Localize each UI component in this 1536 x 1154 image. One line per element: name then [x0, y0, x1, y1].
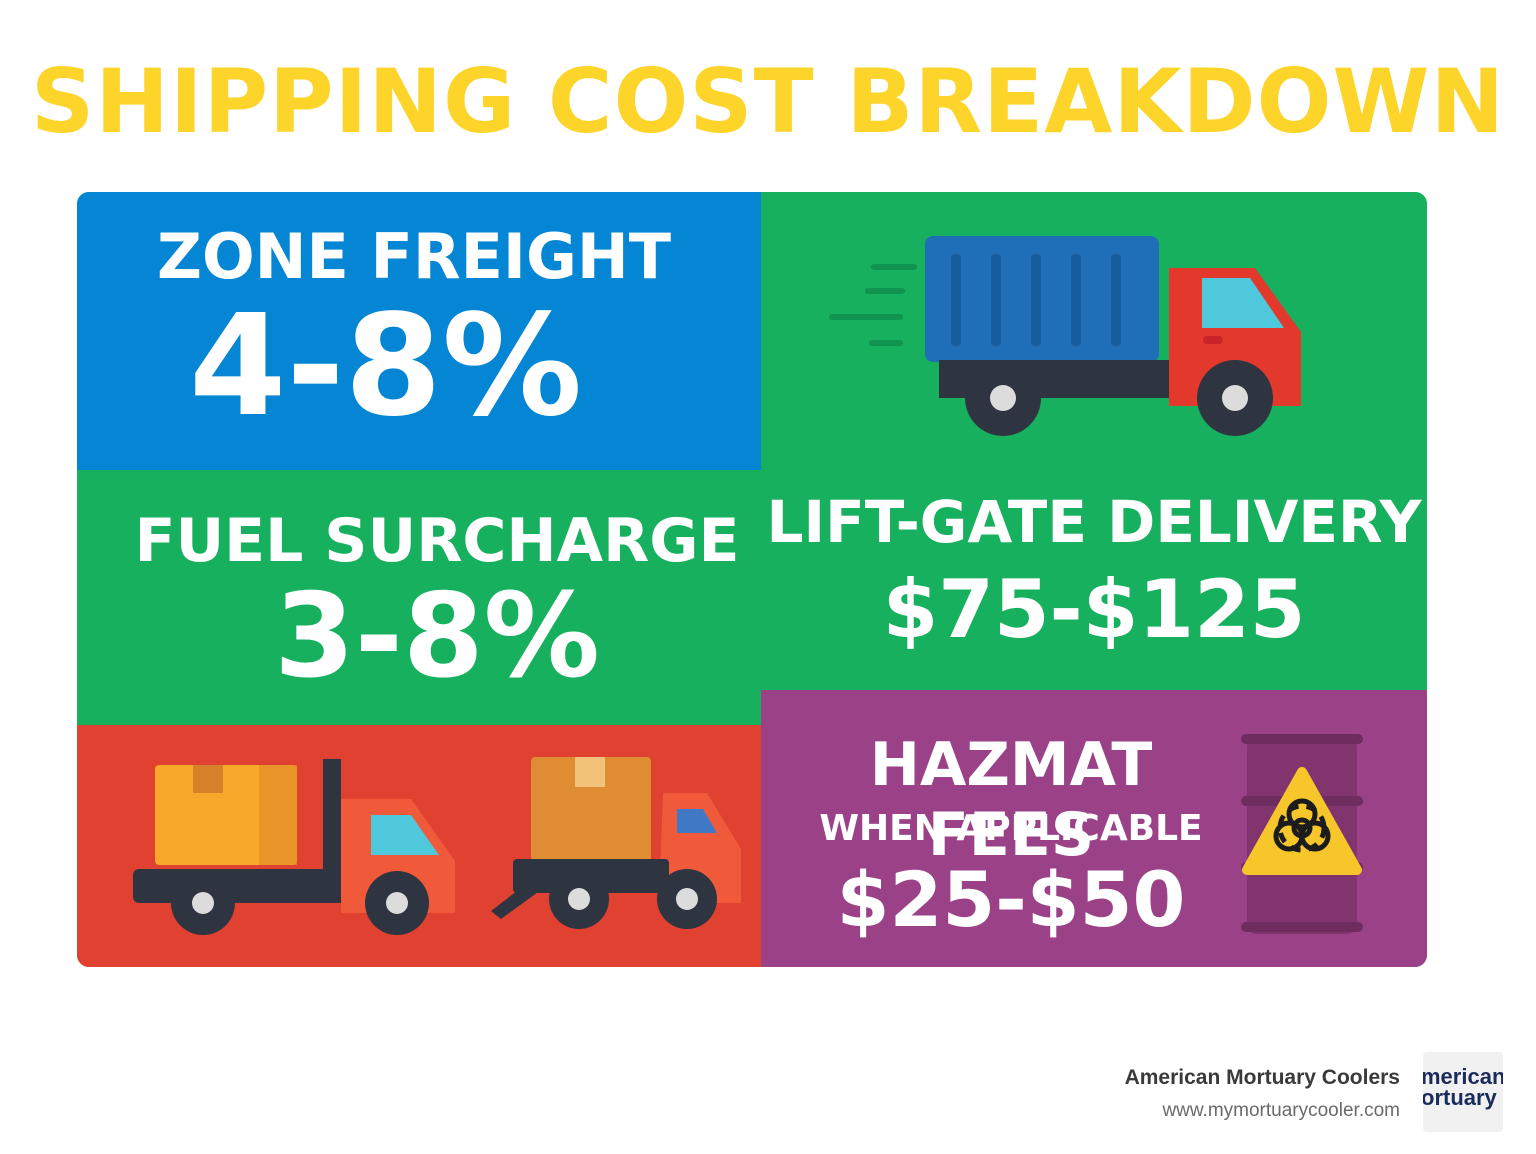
- hazmat-label: HAZMAT FEES: [869, 730, 1153, 870]
- lift-gate-label: LIFT-GATE DELIVERY: [766, 488, 1422, 556]
- company-logo: merican ortuary: [1423, 1052, 1503, 1132]
- lift-gate-panel: LIFT-GATE DELIVERY $75-$125: [761, 192, 1427, 690]
- zone-freight-panel: ZONE FREIGHT 4-8%: [77, 192, 761, 470]
- footer-brand: American Mortuary Coolers: [1124, 1066, 1400, 1089]
- zone-freight-value: 4-8%: [189, 285, 583, 448]
- logo-line-1: merican: [1423, 1064, 1503, 1089]
- zone-freight-label: ZONE FREIGHT: [157, 220, 672, 293]
- footer-url: www.mymortuarycooler.com: [1162, 1100, 1400, 1121]
- liftgate-truck-icon: [133, 759, 455, 935]
- page-title: SHIPPING COST BREAKDOWN: [30, 50, 1506, 153]
- fuel-surcharge-value: 3-8%: [274, 569, 600, 704]
- biohazard-barrel-icon: [1241, 734, 1363, 934]
- hazmat-sublabel: WHEN APPLICABLE: [819, 808, 1203, 849]
- logo-line-2: ortuary: [1423, 1085, 1497, 1110]
- hazmat-value: $25-$50: [836, 855, 1186, 944]
- cost-board: ZONE FREIGHT 4-8% FUEL SURCHARGE 3-8%: [77, 192, 1427, 967]
- hazmat-panel: HAZMAT FEES WHEN APPLICABLE $25-$50: [761, 690, 1427, 967]
- delivery-truck-icon: [829, 236, 1301, 436]
- trucks-panel: [77, 725, 761, 967]
- fuel-surcharge-label: FUEL SURCHARGE: [134, 506, 740, 576]
- lift-gate-value: $75-$125: [882, 563, 1306, 656]
- flatbed-truck-icon: [491, 757, 741, 929]
- fuel-surcharge-panel: FUEL SURCHARGE 3-8%: [77, 470, 761, 725]
